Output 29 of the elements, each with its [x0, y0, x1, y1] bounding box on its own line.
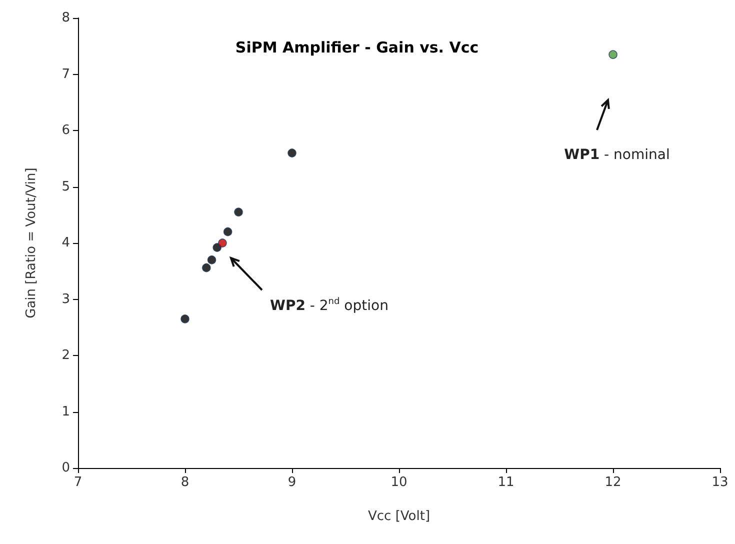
y-tick-label: 4 — [62, 236, 70, 250]
point — [218, 238, 227, 248]
point — [608, 50, 618, 59]
point — [207, 255, 216, 264]
y-tick-label: 7 — [62, 66, 70, 82]
y-tick-label: 0 — [62, 460, 70, 476]
x-tick-label: 12 — [604, 475, 622, 490]
point — [202, 263, 211, 272]
x-tick-label: 8 — [180, 475, 190, 490]
y-tick-label: 2 — [62, 348, 70, 363]
point — [212, 243, 222, 252]
y-axis-title: Gain [Ratio = Vout/Vin] — [24, 168, 39, 318]
text: SiPM Amplifier - Gain vs. Vcc — [235, 38, 479, 56]
x-tick-label: 9 — [288, 475, 296, 490]
point — [234, 208, 243, 216]
point — [223, 227, 232, 236]
y-tick-label: 1 — [62, 404, 70, 420]
y-tick-label: 5 — [62, 179, 70, 194]
x-tick-label: 11 — [498, 475, 514, 490]
x-tick-label: 13 — [712, 475, 728, 490]
x-tick-label: 7 — [74, 475, 82, 490]
y-tick-label: 3 — [62, 292, 70, 307]
annotation: WP1 - nominal — [564, 147, 670, 163]
y-tick-label: 6 — [62, 123, 70, 138]
x-axis-title: Vcc [Volt] — [368, 509, 430, 524]
y-tick-label: 8 — [62, 10, 70, 26]
point — [180, 314, 190, 324]
x-tick-label: 10 — [390, 475, 408, 490]
point — [288, 148, 296, 158]
